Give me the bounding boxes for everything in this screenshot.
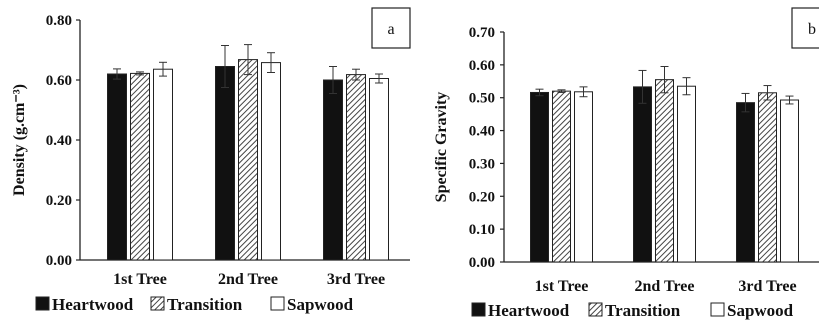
- bar-sapwood-1: [574, 91, 593, 263]
- bar-transition-2: [238, 59, 258, 261]
- category-label: 2nd Tree: [218, 271, 278, 288]
- y-axis-label: Specific Gravity: [433, 92, 450, 203]
- bar-heartwood-1: [530, 91, 549, 263]
- category-label: 1st Tree: [535, 278, 589, 295]
- bar-transition-2: [655, 79, 674, 263]
- panel-label-box: [371, 7, 411, 49]
- y-tick-label: 0.30: [469, 156, 495, 172]
- y-tick-label: 0.20: [46, 193, 72, 209]
- category-label: 3rd Tree: [327, 271, 385, 288]
- y-tick-label: 0.40: [46, 133, 72, 149]
- panel-label: a: [387, 21, 394, 38]
- legend-swatch-transition: [150, 296, 165, 311]
- bar-heartwood-2: [633, 86, 652, 263]
- y-tick-label: 0.40: [469, 124, 495, 140]
- bar-heartwood-2: [215, 66, 235, 261]
- y-tick-label: 0.00: [469, 255, 495, 271]
- y-tick-label: 0.20: [469, 189, 495, 205]
- y-tick-label: 0.00: [46, 253, 72, 269]
- bar-sapwood-2: [261, 62, 281, 261]
- bar-heartwood-3: [323, 79, 343, 261]
- bar-heartwood-3: [736, 102, 755, 263]
- category-label: 3rd Tree: [738, 278, 796, 295]
- bar-sapwood-3: [369, 78, 389, 261]
- legend-swatch-heartwood: [35, 296, 50, 311]
- legend-swatch-heartwood: [471, 302, 486, 317]
- legend-label-heartwood: Heartwood: [488, 301, 570, 320]
- legend-swatch-transition: [588, 302, 603, 317]
- legend-swatch-sapwood: [270, 296, 285, 311]
- bar-transition-1: [130, 72, 150, 261]
- bar-heartwood-1: [107, 73, 127, 261]
- legend-label-transition: Transition: [605, 301, 681, 320]
- legend-swatch-sapwood: [710, 302, 725, 317]
- category-label: 1st Tree: [113, 271, 167, 288]
- bar-sapwood-1: [153, 68, 173, 261]
- panel-label: b: [808, 21, 816, 38]
- bar-sapwood-2: [677, 85, 696, 263]
- legend-label-heartwood: Heartwood: [52, 295, 134, 314]
- y-axis-label: Density (g.cm⁻³): [11, 84, 28, 196]
- category-label: 2nd Tree: [634, 278, 694, 295]
- legend-label-sapwood: Sapwood: [727, 301, 794, 320]
- y-tick-label: 0.50: [469, 91, 495, 107]
- y-tick-label: 0.60: [46, 73, 72, 89]
- bar-transition-3: [758, 92, 777, 263]
- panel-label-box: [791, 7, 819, 49]
- legend-label-sapwood: Sapwood: [287, 295, 354, 314]
- bar-transition-1: [552, 90, 571, 263]
- chart-panel-b: 0.00 0.10 0.20 0.30 0.40 0.50 0.60 0.70 Specific…: [433, 7, 819, 320]
- chart-panel-a: 0.00 0.20 0.40 0.60 0.80 Density (g.cm⁻³) a 1st…: [11, 7, 411, 314]
- legend-label-transition: Transition: [167, 295, 243, 314]
- y-tick-label: 0.10: [469, 222, 495, 238]
- y-tick-label: 0.60: [469, 58, 495, 74]
- bar-sapwood-3: [780, 99, 799, 263]
- y-tick-label: 0.70: [469, 25, 495, 41]
- chart-panels: 0.00 0.20 0.40 0.60 0.80 Density (g.cm⁻³) a 1st…: [11, 7, 819, 320]
- bar-transition-3: [346, 74, 366, 261]
- y-tick-label: 0.80: [46, 13, 72, 29]
